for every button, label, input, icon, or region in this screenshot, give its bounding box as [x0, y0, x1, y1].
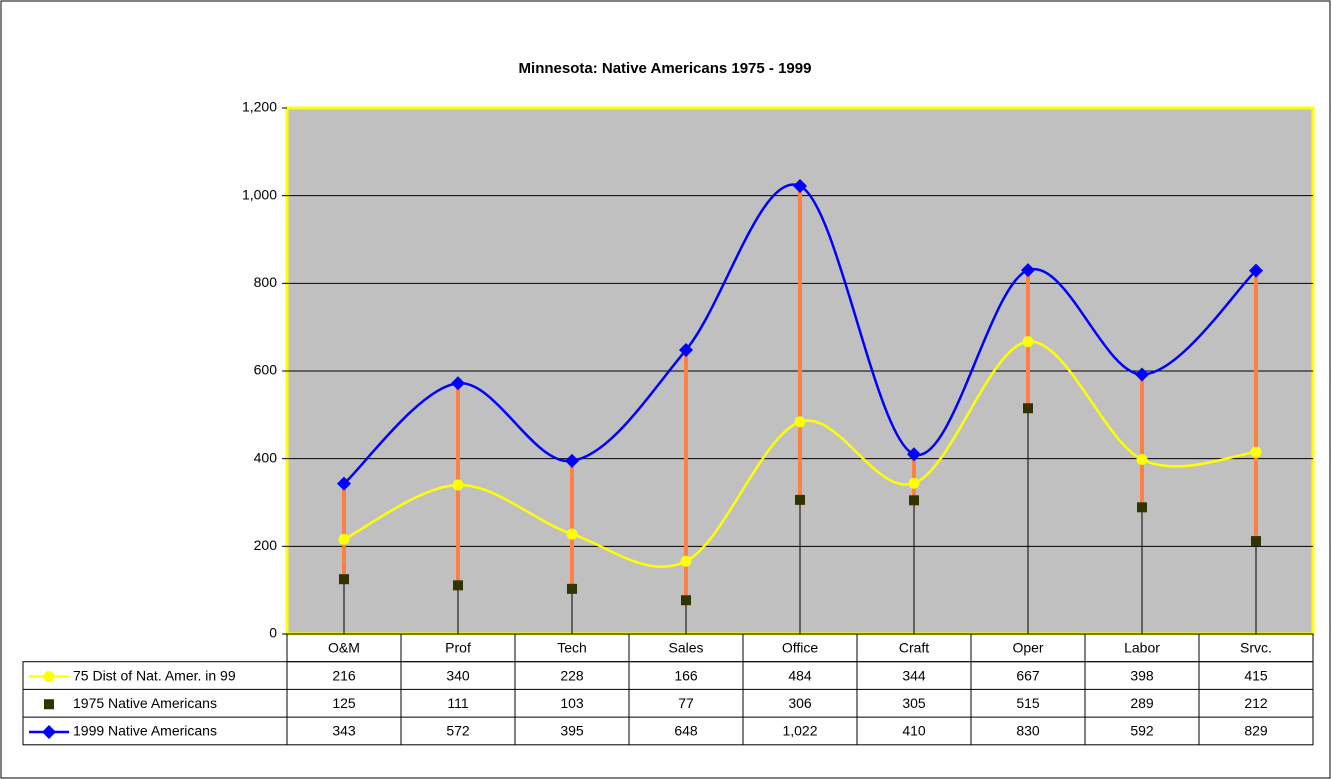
table-value: 125 [332, 695, 356, 711]
table-value: 667 [1016, 667, 1040, 683]
table-value: 410 [902, 723, 926, 739]
data-point [1021, 263, 1035, 278]
chart-title: Minnesota: Native Americans 1975 - 1999 [519, 60, 812, 77]
x-tick-label: Oper [1012, 640, 1043, 656]
y-tick-label: 400 [254, 449, 278, 465]
data-point [681, 595, 691, 606]
x-tick-label: Labor [1124, 640, 1160, 656]
x-tick-label: Office [782, 640, 819, 656]
data-point [793, 179, 807, 194]
legend-marker [42, 724, 56, 739]
data-point [795, 494, 805, 505]
data-point [794, 416, 806, 428]
data-point [1022, 336, 1034, 348]
table-value: 830 [1016, 723, 1040, 739]
legend-marker [44, 699, 54, 710]
data-point [1023, 403, 1033, 414]
x-tick-label: Craft [899, 640, 929, 656]
y-tick-label: 800 [254, 274, 278, 290]
data-point [909, 495, 919, 506]
legend-marker [43, 671, 55, 683]
data-point [452, 479, 464, 491]
legend-label: 1999 Native Americans [73, 723, 217, 739]
series-line [343, 340, 1257, 568]
data-point [337, 476, 351, 491]
table-value: 343 [332, 723, 356, 739]
data-point [1251, 536, 1261, 547]
table-value: 344 [902, 667, 926, 683]
x-tick-label: Tech [557, 640, 587, 656]
x-tick-label: Srvc. [1240, 640, 1272, 656]
table-value: 340 [446, 667, 470, 683]
table-value: 515 [1016, 695, 1040, 711]
table-value: 103 [560, 695, 584, 711]
table-value: 166 [674, 667, 698, 683]
data-point [1136, 454, 1148, 466]
data-point [453, 580, 463, 591]
table-value: 829 [1244, 723, 1268, 739]
legend-label: 75 Dist of Nat. Amer. in 99 [73, 667, 236, 683]
table-value: 216 [332, 667, 356, 683]
data-point [1137, 502, 1147, 513]
x-tick-label: Prof [445, 640, 471, 656]
data-point [339, 574, 349, 585]
data-point [338, 533, 350, 545]
table-value: 289 [1130, 695, 1154, 711]
table-value: 228 [560, 667, 584, 683]
data-point [567, 583, 577, 594]
table-value: 648 [674, 723, 698, 739]
data-point [566, 528, 578, 540]
table-value: 415 [1244, 667, 1268, 683]
x-tick-label: Sales [668, 640, 703, 656]
table-value: 395 [560, 723, 584, 739]
y-tick-label: 200 [254, 537, 278, 553]
data-point [565, 453, 579, 468]
data-point [1135, 367, 1149, 382]
data-point [451, 376, 465, 391]
legend-label: 1975 Native Americans [73, 695, 217, 711]
y-tick-label: 1,000 [242, 186, 277, 202]
table-value: 306 [788, 695, 812, 711]
table-value: 305 [902, 695, 926, 711]
table-value: 398 [1130, 667, 1154, 683]
table-value: 1,022 [782, 723, 817, 739]
y-tick-label: 600 [254, 362, 278, 378]
y-tick-label: 0 [269, 625, 277, 641]
table-value: 111 [447, 695, 468, 711]
table-value: 212 [1244, 695, 1268, 711]
series-line [343, 183, 1257, 485]
data-point [680, 555, 692, 567]
table-value: 572 [446, 723, 470, 739]
data-point [907, 447, 921, 462]
x-tick-label: O&M [328, 640, 360, 656]
y-tick-label: 1,200 [242, 99, 277, 115]
data-point [1249, 263, 1263, 278]
table-value: 484 [788, 667, 812, 683]
table-value: 592 [1130, 723, 1154, 739]
data-point [908, 477, 920, 489]
data-point [1250, 446, 1262, 458]
data-point [679, 342, 693, 357]
table-value: 77 [678, 695, 694, 711]
